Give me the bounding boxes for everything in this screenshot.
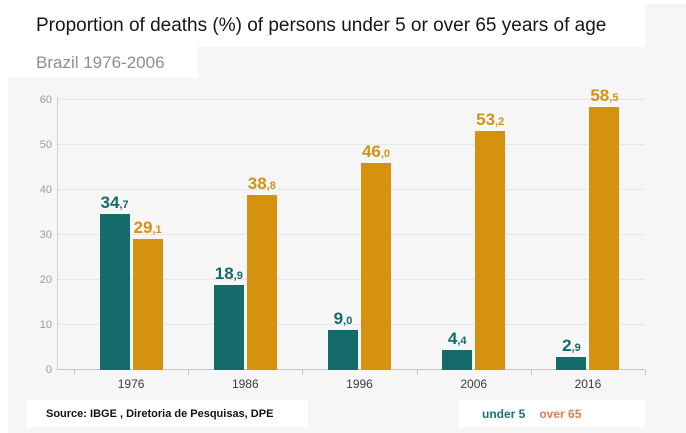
gridline-60 (58, 99, 645, 100)
plot-area: 34,7 29,1 18,9 38,8 9,0 46,0 4,4 53,2 2,9 58,5 (57, 87, 645, 370)
x-axis-ticks (74, 370, 646, 375)
x-tick (74, 370, 75, 375)
bar-column: 18,9 (213, 264, 244, 370)
x-label-1986: 1986 (231, 377, 259, 391)
gridline-30 (58, 234, 645, 235)
value-label-under-5-1986: 18,9 (214, 264, 243, 283)
bar-over-65-1996 (361, 163, 391, 370)
bar-over-65-2016 (589, 106, 620, 370)
bar-under-5-1986 (213, 285, 244, 370)
x-label-1976: 1976 (117, 377, 145, 391)
gridline-40 (58, 189, 645, 190)
bar-column: 46,0 (361, 143, 391, 370)
value-label-over-65-2006: 53,2 (476, 109, 505, 129)
legend-item-over-65: over 65 (539, 406, 582, 421)
bar-column: 34,7 (99, 192, 130, 370)
x-tick (645, 370, 646, 375)
category-group-1976: 34,7 29,1 (74, 100, 188, 370)
bar-column: 38,8 (246, 174, 277, 370)
bar-over-65-1986 (246, 195, 277, 370)
bar-column: 9,0 (328, 308, 358, 370)
bar-column: 2,9 (556, 336, 587, 370)
category-group-1996: 9,0 46,0 (302, 100, 416, 370)
y-tick-label-10: 10 (39, 319, 52, 331)
x-label-1996: 1996 (346, 377, 373, 391)
value-label-over-65-1986: 38,8 (247, 174, 276, 194)
source-note: Source: IBGE , Diretoria de Pesquisas, D… (26, 400, 308, 427)
y-tick-label-0: 0 (45, 364, 52, 376)
chart-subtitle: Brazil 1976-2006 (36, 52, 165, 72)
x-tick (188, 370, 190, 375)
source-text: Source: IBGE , Diretoria de Pesquisas, D… (46, 407, 274, 420)
x-axis-labels: 1976 1986 1996 2006 2016 (74, 377, 645, 391)
y-tick-label-20: 20 (39, 274, 52, 286)
bar-over-65-2006 (475, 130, 506, 370)
x-tick (530, 370, 532, 375)
bar-over-65-1976 (132, 239, 163, 370)
value-label-under-5-1976: 34,7 (100, 192, 129, 212)
bar-under-5-1996 (328, 329, 358, 370)
y-tick-label-40: 40 (39, 184, 52, 196)
y-tick-label-50: 50 (39, 139, 52, 151)
bar-column: 53,2 (475, 109, 506, 370)
gridline-10 (58, 324, 645, 325)
value-label-over-65-1976: 29,1 (133, 218, 162, 237)
category-group-2006: 4,4 53,2 (417, 100, 531, 370)
value-label-over-65-1996: 46,0 (361, 142, 391, 161)
bar-column: 4,4 (442, 329, 473, 370)
bar-column: 29,1 (132, 218, 163, 370)
category-group-1986: 18,9 38,8 (188, 100, 302, 370)
y-axis-labels: 0 10 20 30 40 50 60 (8, 94, 52, 376)
bar-under-5-1976 (99, 213, 130, 370)
subtitle-bar: Brazil 1976-2006 (8, 47, 198, 78)
legend-item-under-5: under 5 (482, 406, 526, 421)
y-tick-label-60: 60 (39, 94, 52, 106)
value-label-under-5-1996: 9,0 (333, 308, 353, 328)
x-label-2016: 2016 (574, 377, 602, 391)
bar-under-5-2016 (556, 357, 587, 370)
bar-under-5-2006 (442, 350, 473, 370)
y-tick-label-30: 30 (39, 229, 52, 241)
category-group-2016: 2,9 58,5 (531, 87, 645, 370)
bar-column: 58,5 (589, 85, 620, 370)
gridline-20 (58, 279, 645, 280)
chart-title: Proportion of deaths (%) of persons unde… (36, 14, 607, 36)
x-tick (302, 370, 304, 375)
value-label-over-65-2016: 58,5 (590, 85, 619, 105)
value-label-under-5-2006: 4,4 (447, 329, 467, 349)
bars-region: 34,7 29,1 18,9 38,8 9,0 46,0 4,4 53,2 2,9 58,5 (74, 87, 645, 370)
x-tick (416, 370, 418, 375)
value-label-under-5-2016: 2,9 (562, 336, 581, 355)
gridline-50 (58, 144, 645, 145)
x-label-2006: 2006 (460, 377, 488, 391)
title-bar: Proportion of deaths (%) of persons unde… (8, 4, 645, 47)
y-axis-line (57, 97, 58, 370)
legend: under 5 over 65 (458, 400, 645, 427)
